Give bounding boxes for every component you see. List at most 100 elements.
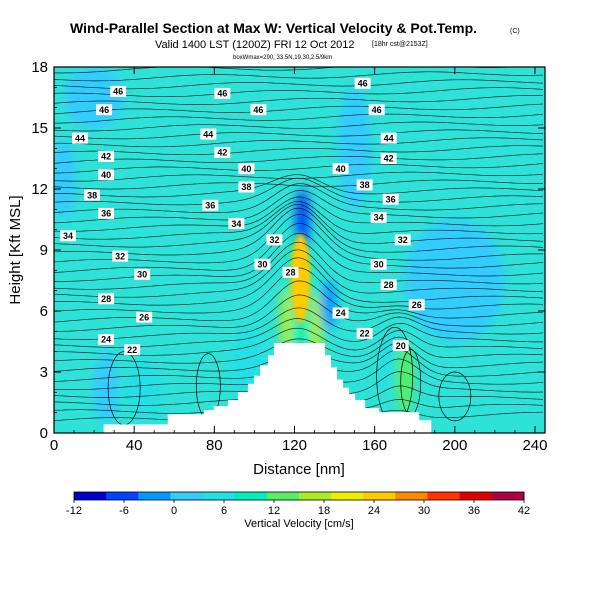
- theta-label-text: 38: [360, 180, 370, 190]
- theta-label: 22: [356, 327, 373, 339]
- colorbar-label: Vertical Velocity [cm/s]: [244, 518, 353, 530]
- theta-label: 44: [200, 128, 217, 140]
- colorbar-swatch: [74, 492, 107, 500]
- theta-label-text: 40: [101, 170, 111, 180]
- isentrope-line: [54, 163, 544, 174]
- theta-label-text: 24: [101, 335, 111, 345]
- theta-label: 20: [392, 340, 409, 352]
- colorbar-tick-label: 36: [468, 505, 480, 517]
- theta-label-text: 44: [203, 129, 213, 139]
- theta-label: 26: [136, 311, 153, 323]
- y-tick-label: 15: [31, 120, 48, 137]
- w-feature: [338, 87, 371, 210]
- x-tick-label: 160: [362, 437, 387, 454]
- theta-label-text: 46: [113, 87, 123, 97]
- theta-label-box: [84, 189, 101, 201]
- colorbar-swatch: [266, 492, 300, 500]
- theta-label-text: 34: [231, 219, 241, 229]
- isentrope-line: [54, 153, 544, 164]
- isentrope-line: [54, 171, 544, 182]
- w-feature: [395, 341, 414, 415]
- theta-label-text: 40: [336, 164, 346, 174]
- theta-label-text: 46: [99, 105, 109, 115]
- theta-label-text: 44: [384, 133, 394, 143]
- theta-label-box: [356, 179, 373, 191]
- x-tick-label: 200: [442, 437, 467, 454]
- theta-label-text: 46: [217, 89, 227, 99]
- x-axis-label: Distance [nm]: [253, 461, 345, 478]
- y-tick-label: 3: [40, 364, 48, 381]
- colorbar-swatch: [427, 492, 461, 500]
- colorbar-tick-label: -12: [66, 505, 82, 517]
- theta-label-box: [356, 327, 373, 339]
- isentrope-line: [54, 121, 544, 132]
- colorbar-swatch: [363, 492, 396, 500]
- colorbar-tick-label: 18: [318, 505, 330, 517]
- y-tick-label: 6: [40, 303, 48, 320]
- theta-label: 28: [380, 279, 397, 291]
- theta-label: 26: [408, 299, 425, 311]
- theta-label-text: 30: [257, 259, 267, 269]
- theta-label-box: [134, 268, 151, 280]
- theta-label: 32: [112, 250, 129, 262]
- theta-label-box: [266, 234, 283, 246]
- theta-label-box: [98, 293, 115, 305]
- theta-label-box: [214, 87, 231, 99]
- theta-label: 46: [368, 104, 385, 116]
- w-feature: [290, 233, 311, 324]
- colorbar-swatch: [491, 492, 525, 500]
- theta-label: 30: [134, 268, 151, 280]
- theta-label-text: 20: [396, 341, 406, 351]
- theta-label-box: [380, 132, 397, 144]
- theta-label-box: [370, 211, 387, 223]
- theta-label: 44: [72, 132, 89, 144]
- theta-label-text: 36: [101, 209, 111, 219]
- theta-label-text: 22: [127, 345, 137, 355]
- theta-label-text: 34: [374, 213, 384, 223]
- theta-label-text: 28: [384, 280, 394, 290]
- isentrope-line: [54, 179, 543, 190]
- isentrope-line: [54, 267, 544, 314]
- theta-label-box: [392, 340, 409, 352]
- theta-label-box: [228, 218, 245, 230]
- theta-label-text: 26: [412, 300, 422, 310]
- theta-label: 38: [356, 179, 373, 191]
- y-tick-label: 12: [31, 181, 48, 198]
- theta-label: 36: [382, 193, 399, 205]
- theta-label-text: 42: [217, 148, 227, 158]
- colorbar-tick-label: 42: [518, 505, 530, 517]
- x-tick-label: 0: [50, 437, 58, 454]
- theta-label: 40: [98, 169, 115, 181]
- theta-label: 46: [250, 104, 267, 116]
- chart-subtitle-small: [18hr cst@2153Z]: [372, 41, 428, 48]
- theta-label-text: 32: [269, 235, 279, 245]
- isentrope-line: [54, 137, 544, 148]
- theta-label-text: 38: [241, 182, 251, 192]
- isentrope-line: [54, 196, 544, 232]
- x-axis: 0 40 80 120 160 200 240: [50, 67, 547, 454]
- theta-label: 36: [98, 207, 115, 219]
- y-tick-label: 18: [31, 59, 48, 76]
- isentrope-line: [54, 201, 544, 240]
- colorbar-swatch: [202, 492, 236, 500]
- isentrope-line: [54, 207, 544, 256]
- w-feature: [54, 138, 77, 220]
- theta-label-box: [200, 128, 217, 140]
- theta-label: 38: [84, 189, 101, 201]
- theta-label: 24: [98, 333, 115, 345]
- theta-label-box: [214, 146, 231, 158]
- colorbar-swatch: [299, 492, 332, 500]
- w-feature: [126, 357, 163, 419]
- theta-label: 32: [266, 234, 283, 246]
- theta-label-box: [98, 150, 115, 162]
- theta-label: 38: [238, 181, 255, 193]
- theta-label: 42: [98, 150, 115, 162]
- theta-label-box: [124, 344, 141, 356]
- colorbar: -12 -6 0 6 12 18 24 30 36 42: [66, 491, 530, 517]
- theta-label-text: 36: [205, 200, 215, 210]
- chart-title: Wind-Parallel Section at Max W: Vertical…: [70, 20, 477, 36]
- theta-label-text: 34: [63, 231, 73, 241]
- theta-label-text: 24: [336, 308, 346, 318]
- theta-label: 46: [214, 87, 231, 99]
